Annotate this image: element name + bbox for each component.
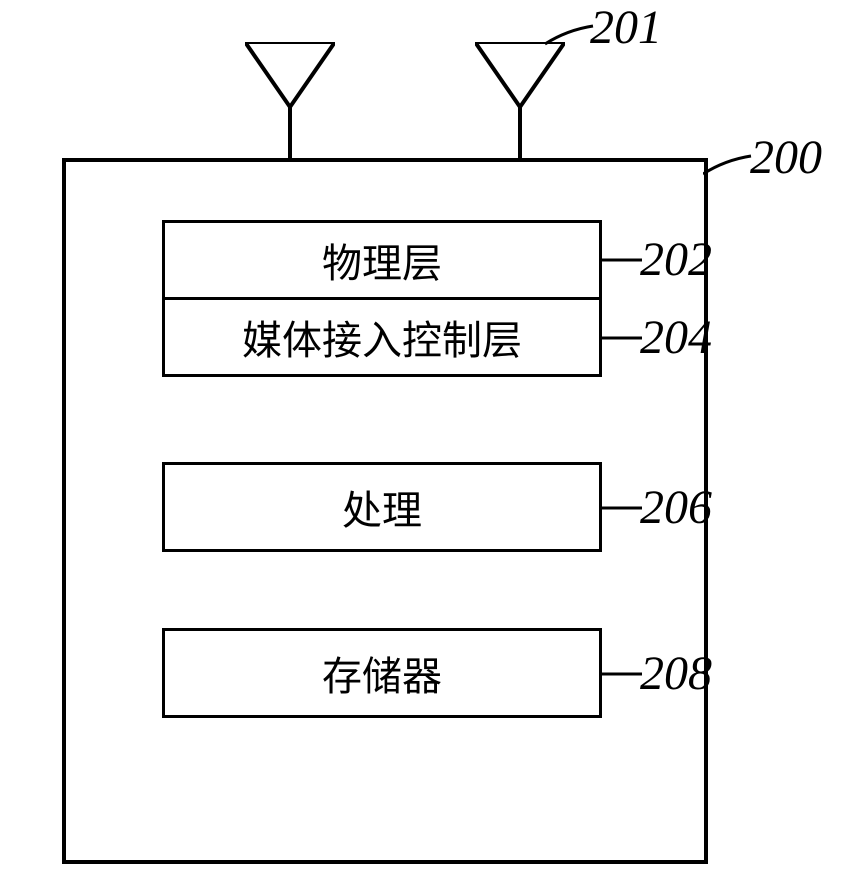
label-206-text: 206 [640, 481, 712, 534]
box-proc: 处理 [162, 462, 602, 552]
antenna-2 [475, 42, 565, 162]
leader-line-206 [602, 503, 642, 513]
box-mac: 媒体接入控制层 [162, 297, 602, 377]
antenna-icon [245, 42, 335, 162]
box-phy: 物理层 [162, 220, 602, 300]
label-204-text: 204 [640, 311, 712, 364]
box-phy-text: 物理层 [322, 231, 442, 289]
leader-line-204 [602, 333, 642, 343]
box-proc-text: 处理 [342, 478, 422, 536]
diagram-container: 201 200 物理层 202 媒体接入控制层 204 处理 206 存储器 [0, 0, 846, 884]
label-200-text: 200 [750, 131, 822, 184]
box-mac-text: 媒体接入控制层 [242, 308, 522, 366]
label-200: 200 [750, 130, 822, 185]
label-206: 206 [640, 480, 712, 535]
antenna-icon [475, 42, 565, 162]
label-208: 208 [640, 646, 712, 701]
label-202: 202 [640, 232, 712, 287]
label-208-text: 208 [640, 647, 712, 700]
leader-line-202 [602, 255, 642, 265]
antenna-1 [245, 42, 335, 162]
label-204: 204 [640, 310, 712, 365]
box-mem-text: 存储器 [322, 644, 442, 702]
label-201: 201 [590, 0, 662, 55]
label-201-text: 201 [590, 1, 662, 54]
box-mem: 存储器 [162, 628, 602, 718]
leader-line-208 [602, 669, 642, 679]
label-202-text: 202 [640, 233, 712, 286]
